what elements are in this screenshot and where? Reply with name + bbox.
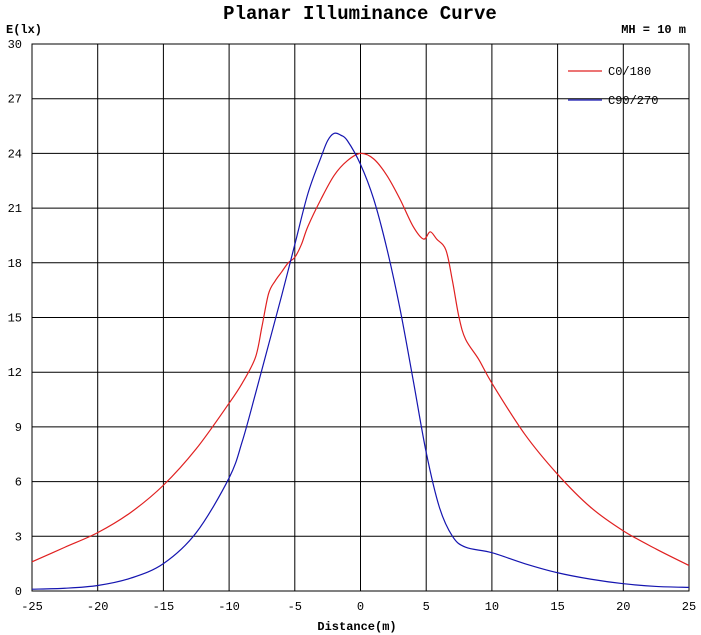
legend-label-c0-180: C0/180 <box>608 65 651 79</box>
y-tick-label: 15 <box>8 312 22 326</box>
y-tick-label: 12 <box>8 366 22 380</box>
series-line-c0-180 <box>31 152 690 567</box>
mounting-height-annotation: MH = 10 m <box>621 23 686 37</box>
y-tick-label: 0 <box>15 585 22 599</box>
x-tick-label: -15 <box>153 600 175 614</box>
y-tick-label: 6 <box>15 476 22 490</box>
x-tick-label: -5 <box>288 600 302 614</box>
y-tick-label: 9 <box>15 421 22 435</box>
x-tick-labels: -25 -20 -15 -10 -5 0 5 10 15 20 25 <box>21 600 696 614</box>
grid <box>31 43 690 592</box>
x-tick-label: -10 <box>218 600 240 614</box>
x-tick-label: 0 <box>357 600 364 614</box>
x-tick-label: 15 <box>550 600 564 614</box>
x-tick-label: -25 <box>21 600 43 614</box>
legend-label-c90-270: C90/270 <box>608 94 658 108</box>
plot-frame <box>31 43 690 592</box>
x-tick-label: 10 <box>485 600 499 614</box>
series-lines <box>31 132 690 590</box>
x-axis-label: Distance(m) <box>317 620 396 634</box>
y-tick-label: 21 <box>8 202 22 216</box>
y-tick-label: 24 <box>8 147 22 161</box>
legend: C0/180 C90/270 <box>568 65 658 108</box>
y-tick-label: 3 <box>15 530 22 544</box>
x-tick-label: 5 <box>423 600 430 614</box>
x-tick-label: -20 <box>87 600 109 614</box>
series-line-c90-270 <box>31 132 690 590</box>
y-tick-label: 18 <box>8 257 22 271</box>
x-tick-label: 20 <box>616 600 630 614</box>
y-axis-label: E(lx) <box>6 23 42 37</box>
y-tick-labels: 0 3 6 9 12 15 18 21 24 27 30 <box>8 38 22 599</box>
y-tick-label: 30 <box>8 38 22 52</box>
y-tick-label: 27 <box>8 93 22 107</box>
chart-title: Planar Illuminance Curve <box>223 3 497 25</box>
x-tick-label: 25 <box>682 600 696 614</box>
